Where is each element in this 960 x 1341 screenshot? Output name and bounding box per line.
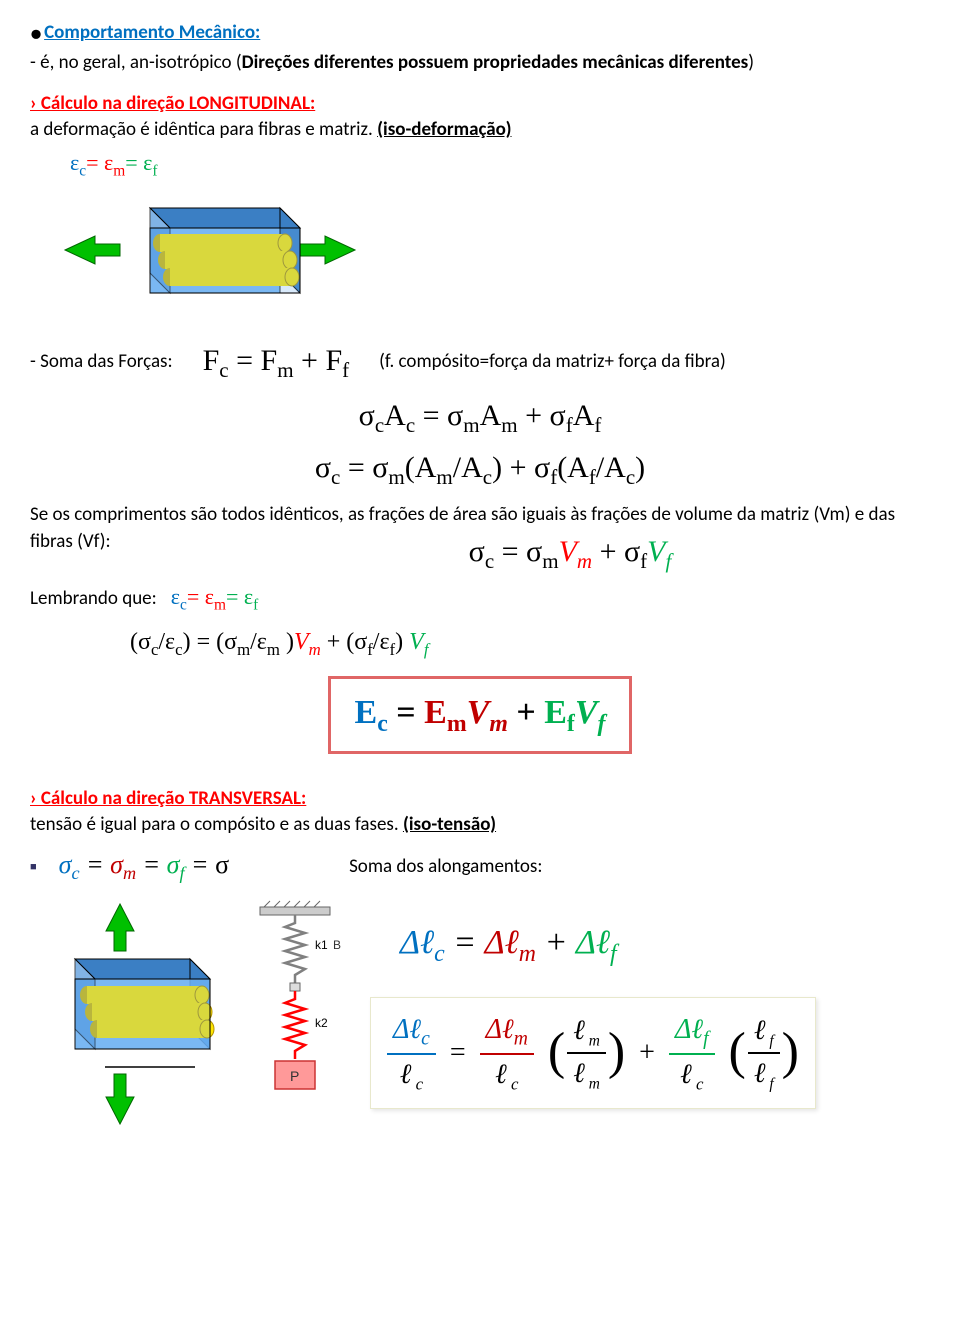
lembrando-label: Lembrando que: xyxy=(30,586,157,613)
svg-text:P: P xyxy=(290,1068,299,1084)
sigma-iso-equation: σc = σm = σf = σ xyxy=(59,847,229,887)
epsilon-equation: εc= εm= εf xyxy=(70,148,930,182)
sigma-eps-vol-equation: (σc/εc) = (σm/εm )Vm + (σf/εf) Vf xyxy=(130,626,930,661)
soma-forcas-row: - Soma das Forças: Fc = Fm + Ff (f. comp… xyxy=(30,340,930,385)
def-bold: Direções diferentes possuem propriedades… xyxy=(242,51,749,74)
section-heading: ● Comportamento Mecânico: xyxy=(30,20,930,48)
longitudinal-text: a deformação é idêntica para fibras e ma… xyxy=(30,117,930,144)
frac-term-3: Δℓf ℓ c xyxy=(669,1010,715,1096)
heading-text: Comportamento Mecânico: xyxy=(44,20,260,47)
sigma-iso-row: ■ σc = σm = σf = σ Soma dos alongamentos… xyxy=(30,847,930,887)
soma-forcas-label: - Soma das Forças: xyxy=(30,349,173,376)
delta-l-equation: Δℓc = Δℓm + Δℓf xyxy=(400,919,930,971)
bullet-dot: ● xyxy=(30,20,42,48)
frac-term-2: Δℓm ℓ c xyxy=(480,1010,534,1096)
def-close: ) xyxy=(748,51,754,74)
trans-text-b: (iso-tensão) xyxy=(403,813,496,836)
spring-figure: k1 B k2 P xyxy=(240,899,350,1119)
force-equation: Fc = Fm + Ff xyxy=(203,340,350,385)
frac-term-1: Δℓc ℓ c xyxy=(387,1010,436,1096)
soma-alongamentos-label: Soma dos alongamentos: xyxy=(349,854,542,881)
trans-text-a: tensão é igual para o compósito e as dua… xyxy=(30,813,403,836)
fraction-equation-box: Δℓc ℓ c = Δℓm ℓ c (ℓ mℓ m) + Δℓf ℓ c (ℓ … xyxy=(370,997,816,1109)
epsilon-equation-repeat: εc= εm= εf xyxy=(171,582,259,616)
sigma-vol-equation: σc = σmVm + σfVf xyxy=(30,531,930,576)
sigma-ratio-equation: σc = σm(Am/Ac) + σf(Af/Ac) xyxy=(30,447,930,492)
soma-forcas-right: (f. compósito=força da matriz+ força da … xyxy=(379,349,726,376)
transversal-text: tensão é igual para o compósito e as dua… xyxy=(30,812,930,839)
long-text-a: a deformação é idêntica para fibras e ma… xyxy=(30,118,377,141)
svg-text:k1: k1 xyxy=(315,938,328,952)
transversal-figure xyxy=(30,899,230,1139)
definition-line: - é, no geral, an-isotrópico (Direções d… xyxy=(30,50,930,77)
longitudinal-heading: › Cálculo na direção LONGITUDINAL: xyxy=(30,91,930,118)
svg-text:B: B xyxy=(333,938,341,952)
transversal-heading: › Cálculo na direção TRANSVERSAL: xyxy=(30,786,930,813)
svg-text:k2: k2 xyxy=(315,1016,328,1030)
longitudinal-figure xyxy=(60,188,930,318)
def-intro: - é, no geral, an-isotrópico ( xyxy=(30,51,242,74)
sigma-a-equation: σcAc = σmAm + σfAf σc = σm(Am/Ac) + σf(A… xyxy=(30,395,930,492)
small-bullet-icon: ■ xyxy=(30,859,37,874)
lembrando-row: Lembrando que: εc= εm= εf xyxy=(30,582,930,616)
boxed-e-equation: Ec = EmVm + EfVf xyxy=(30,676,930,754)
long-text-b: (iso-deformação) xyxy=(377,118,511,141)
